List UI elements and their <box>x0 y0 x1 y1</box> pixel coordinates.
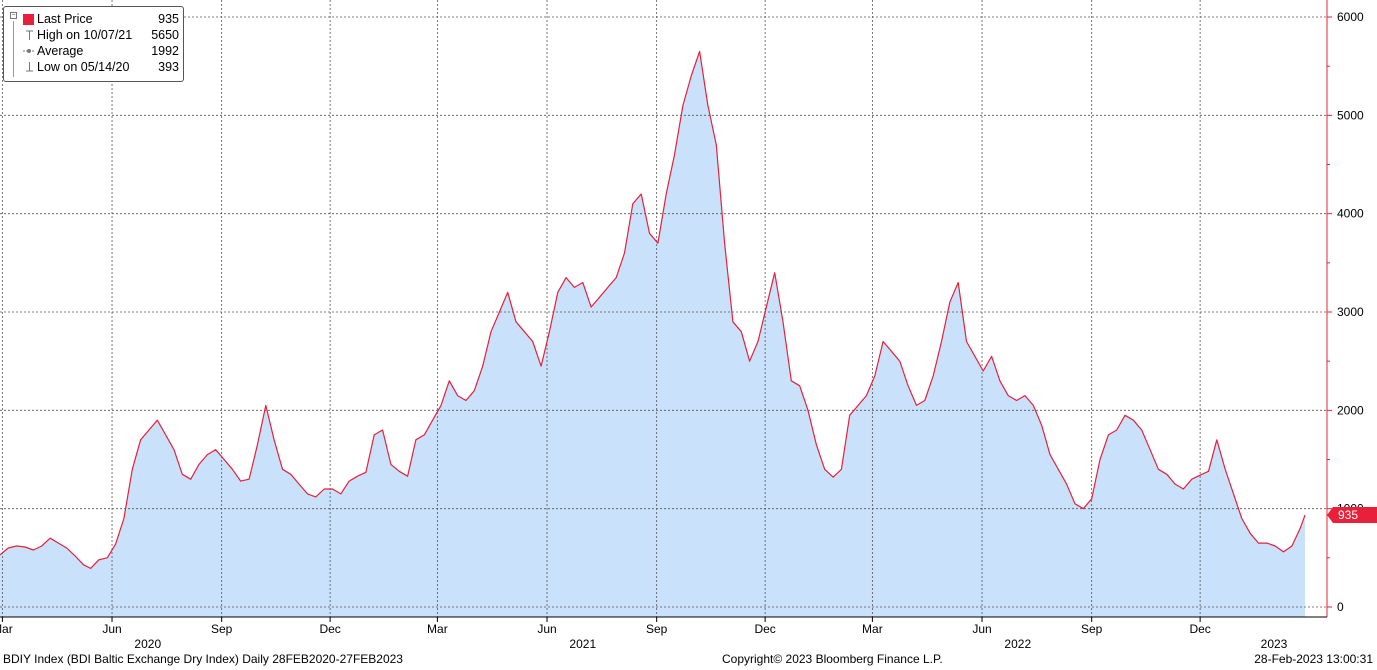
y-tick-label: 0 <box>1337 600 1344 614</box>
x-tick-label: Mar <box>0 622 13 636</box>
legend-high: High on 10/07/21 5650 <box>4 27 185 43</box>
x-tick-label: Sep <box>1081 622 1103 636</box>
high-marker-icon <box>26 30 33 40</box>
x-tick-label: Dec <box>1189 622 1210 636</box>
x-tick-label: Sep <box>211 622 233 636</box>
legend: − Last Price 935 High on 10/07/21 5650 A… <box>3 6 184 82</box>
legend-average-value: 1992 <box>151 44 179 58</box>
last-value-tag-label: 935 <box>1338 508 1358 522</box>
y-tick-label: 4000 <box>1337 207 1364 221</box>
legend-last-price-value: 935 <box>158 12 179 26</box>
last-price-swatch-icon <box>23 14 34 25</box>
x-tick-label: Jun <box>102 622 121 636</box>
y-tick-label: 2000 <box>1337 403 1364 417</box>
legend-low: Low on 05/14/20 393 <box>4 59 185 75</box>
legend-tree-line <box>13 21 14 77</box>
legend-last-price-label: Last Price <box>37 12 93 26</box>
x-year-label: 2022 <box>1004 637 1031 651</box>
series-line <box>0 50 1306 569</box>
x-year-label: 2020 <box>134 637 161 651</box>
footer-timestamp: 28-Feb-2023 13:00:31 <box>1254 652 1373 666</box>
legend-high-value: 5650 <box>151 28 179 42</box>
x-year-label: 2021 <box>569 637 596 651</box>
legend-high-label: High on 10/07/21 <box>37 28 133 42</box>
x-tick-label: Mar <box>862 622 883 636</box>
low-marker-icon <box>26 62 33 72</box>
footer-security-description: BDIY Index (BDI Baltic Exchange Dry Inde… <box>3 652 403 666</box>
y-tick-label: 5000 <box>1337 108 1364 122</box>
legend-average-label: Average <box>37 44 84 58</box>
x-tick-label: Dec <box>754 622 775 636</box>
legend-last-price: Last Price 935 <box>4 11 185 27</box>
series-area-fill <box>0 51 1305 617</box>
legend-average: Average 1992 <box>4 43 185 59</box>
average-marker-icon <box>23 49 35 53</box>
x-tick-label: Jun <box>972 622 991 636</box>
legend-low-label: Low on 05/14/20 <box>37 60 130 74</box>
x-tick-label: Dec <box>319 622 340 636</box>
x-year-label: 2023 <box>1261 637 1288 651</box>
y-tick-label: 3000 <box>1337 305 1364 319</box>
x-tick-label: Mar <box>427 622 448 636</box>
legend-low-value: 393 <box>158 60 179 74</box>
last-value-tag-bg <box>1327 507 1377 524</box>
collapse-toggle-icon[interactable]: − <box>10 12 17 19</box>
y-tick-label: 6000 <box>1337 10 1364 24</box>
footer-copyright: Copyright© 2023 Bloomberg Finance L.P. <box>722 652 943 666</box>
x-tick-label: Jun <box>537 622 556 636</box>
x-tick-label: Sep <box>646 622 668 636</box>
